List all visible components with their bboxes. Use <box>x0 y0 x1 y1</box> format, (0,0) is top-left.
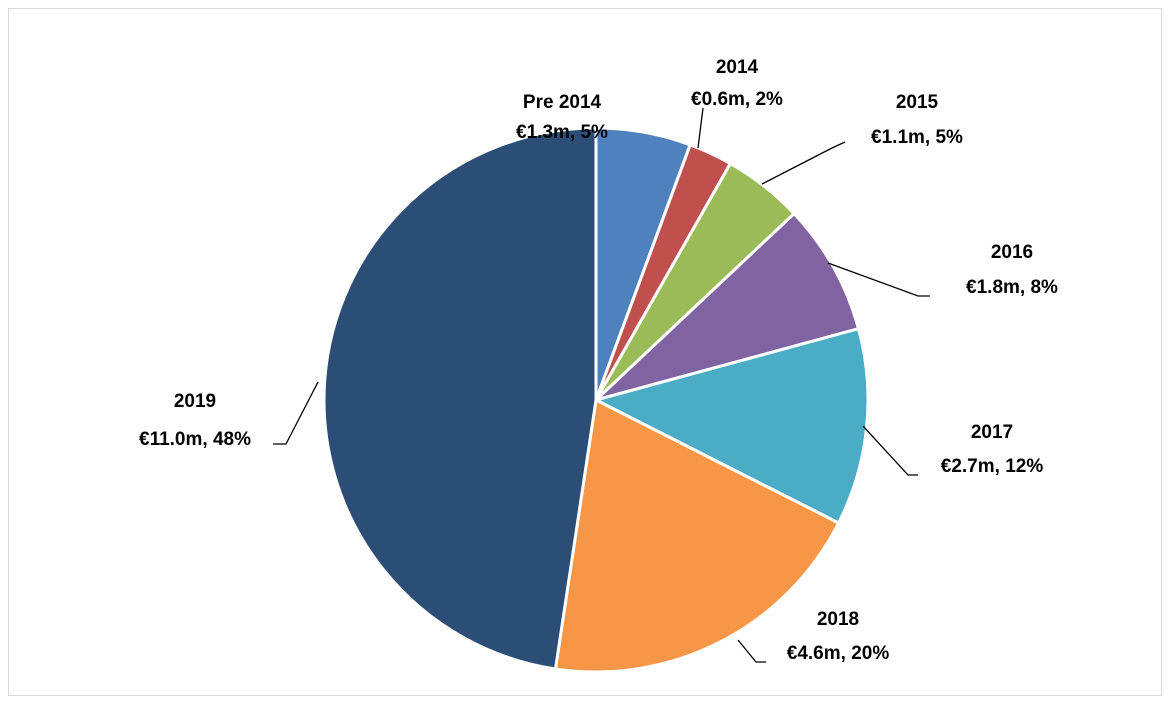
slice-label: 2015 <box>896 92 939 113</box>
slice-label: 2018 <box>817 609 859 630</box>
value-label: €1.1m, 5% <box>871 127 963 148</box>
pie-slice <box>594 211 861 402</box>
slice-label: 2014 <box>716 57 759 78</box>
slice-label: 2016 <box>991 242 1033 263</box>
value-label: €11.0m, 48% <box>139 429 251 450</box>
value-label: €1.3m, 5% <box>516 122 608 143</box>
value-label: €4.6m, 20% <box>787 643 890 664</box>
value-label: €1.8m, 8% <box>966 277 1058 298</box>
slice-label: 2017 <box>971 422 1013 443</box>
leader-line <box>273 381 319 445</box>
pie-slice <box>591 326 870 526</box>
leader-line <box>862 425 918 476</box>
slice-label: Pre 2014 <box>523 92 602 113</box>
value-label: €2.7m, 12% <box>941 456 1044 477</box>
value-label: €0.6m, 2% <box>691 89 783 110</box>
slice-label: 2019 <box>174 391 216 412</box>
leader-line <box>737 639 766 663</box>
pie-slice <box>553 397 841 674</box>
leader-line <box>761 141 846 185</box>
leader-line <box>827 262 930 297</box>
leader-line <box>697 107 704 149</box>
pie-slice <box>322 126 598 671</box>
